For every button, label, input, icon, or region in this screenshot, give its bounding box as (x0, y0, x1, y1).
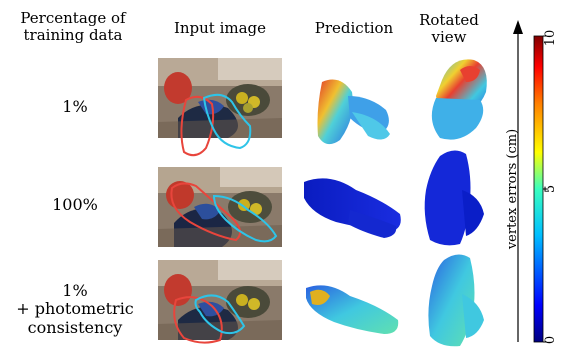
colorbar-axis-label: vertex errors (cm) (505, 129, 520, 250)
prediction-mesh-row-1 (317, 79, 390, 145)
prediction-mesh-row-2 (304, 178, 401, 238)
prediction-mesh-row-3 (306, 285, 399, 334)
input-image-row-1 (158, 58, 282, 138)
row-label-1: 1% (62, 97, 88, 116)
header-percentage: Percentage of training data (20, 9, 126, 45)
header-rotated-view: Rotated view (419, 11, 479, 47)
colorbar-svg: 10 5 0 vertex errors (cm) (505, 20, 558, 344)
rotated-mesh-row-1 (431, 59, 487, 140)
cyan-contour-row-2 (212, 194, 278, 243)
arrow-head-icon (513, 20, 523, 34)
row-label-2: 100% (52, 195, 98, 214)
colorbar-gradient (533, 35, 544, 343)
header-prediction: Prediction (314, 19, 394, 37)
red-contour-row-3 (173, 296, 223, 344)
row-label-3: 1% + photometric consistency (16, 281, 134, 337)
cyan-contour-row-1 (202, 93, 252, 150)
rotated-mesh-row-3 (428, 254, 484, 347)
cyan-contour-row-3 (194, 294, 246, 335)
colorbar: 10 5 0 vertex errors (cm) (500, 0, 567, 347)
header-input-image: Input image (173, 19, 267, 37)
colorbar-tick-5: 5 (543, 185, 558, 193)
rotated-mesh-row-2 (424, 150, 484, 246)
colorbar-tick-0: 0 (543, 336, 558, 344)
colorbar-tick-10: 10 (543, 30, 558, 47)
